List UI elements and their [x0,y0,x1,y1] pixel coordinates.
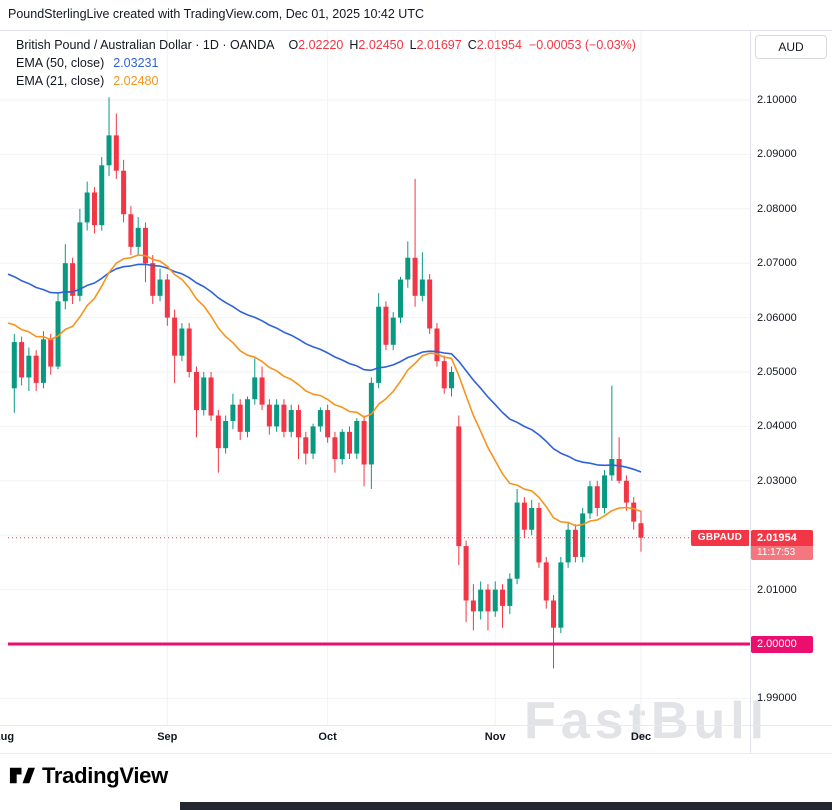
price-tick-label: 2.04000 [757,420,797,432]
ema50-label: EMA (50, close) [16,56,105,70]
candlestick-plot[interactable] [0,31,750,725]
symbol-legend-row[interactable]: British Pound / Australian Dollar · 1D ·… [16,36,636,54]
time-axis-month-label: Aug [0,731,15,743]
time-axis-month-label: Oct [318,731,337,743]
price-tick-label: 1.99000 [757,692,797,704]
close-label: C [467,38,477,52]
chart-area[interactable]: FastBull British Pound / Australian Doll… [0,30,832,754]
chart-legend: British Pound / Australian Dollar · 1D ·… [16,36,636,90]
ema21-value: 2.02480 [113,74,159,88]
level-price-label: 2.00000 [751,636,813,653]
price-tick-label: 2.05000 [757,366,797,378]
ema21-label: EMA (21, close) [16,74,105,88]
price-tick-label: 2.03000 [757,475,797,487]
attribution-text: PoundSterlingLive created with TradingVi… [8,7,424,21]
open-value: 2.02220 [298,38,344,52]
bar-countdown: 11:17:53 [751,546,813,560]
price-axis[interactable]: AUD 2.00000 2.01954 11:17:53 2.10000 2.09… [750,31,832,753]
time-axis-month-label: Dec [630,731,652,743]
time-axis-month-label: Nov [484,731,506,743]
price-tick-label: 2.06000 [757,312,797,324]
currency-label: AUD [755,35,827,59]
ema50-value: 2.03231 [113,56,159,70]
low-label: L [409,38,417,52]
high-value: 2.02450 [358,38,404,52]
last-price-value: 2.01954 [751,530,813,546]
open-label: O [288,38,299,52]
close-value: 2.01954 [476,38,522,52]
ema21-legend-row[interactable]: EMA (21, close) 2.02480 [16,72,636,90]
price-axis-separator [750,31,751,753]
low-value: 2.01697 [416,38,462,52]
tradingview-logo[interactable]: TradingView [8,762,168,789]
fastbull-watermark: FastBull [524,692,770,750]
last-price-tag: 2.01954 11:17:53 [751,530,813,560]
price-tick-label: 2.07000 [757,257,797,269]
bottom-dark-strip [180,802,832,810]
high-label: H [349,38,359,52]
symbol-title: British Pound / Australian Dollar · 1D ·… [16,38,275,52]
time-axis[interactable]: Aug Sep Oct Nov Dec [0,725,750,753]
price-tick-label: 2.08000 [757,203,797,215]
symbol-price-tag: GBPAUD [691,530,749,546]
price-tick-label: 2.10000 [757,94,797,106]
tradingview-logo-icon [9,767,35,784]
time-axis-month-label: Sep [157,731,178,743]
ema50-legend-row[interactable]: EMA (50, close) 2.03231 [16,54,636,72]
time-axis-separator [0,725,832,726]
tradingview-logo-text: TradingView [42,762,168,788]
ohlc-values: O 2.02220 H 2.02450 L 2.01697 C 2.01954 −0.0… [282,38,636,52]
change-value: −0.00053 (−0.03%) [528,38,636,52]
price-tick-label: 2.01000 [757,584,797,596]
price-tick-label: 2.09000 [757,148,797,160]
